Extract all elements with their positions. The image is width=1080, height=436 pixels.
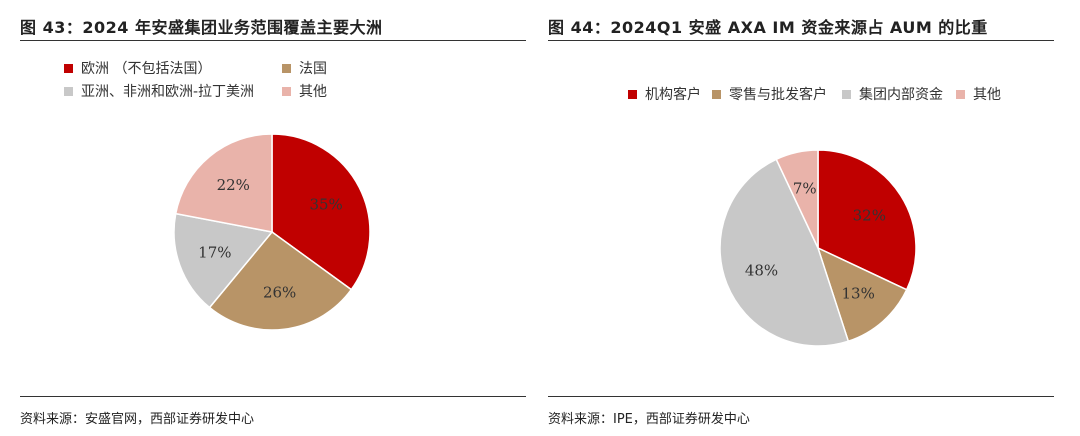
pie1-slice-0 xyxy=(817,149,917,291)
pie0-data-label-3: 22% xyxy=(217,176,250,194)
legend-swatch-institutional xyxy=(628,89,637,99)
legend-item-institutional: 机构客户 xyxy=(628,84,701,104)
legend-swatch-other-right xyxy=(956,89,965,99)
pie0-data-label-0: 35% xyxy=(309,195,342,213)
legend-swatch-europe xyxy=(64,63,73,73)
legend-item-retail: 零售与批发客户 xyxy=(712,84,827,104)
figure-44-bottom-rule xyxy=(548,396,1054,397)
legend-label-retail: 零售与批发客户 xyxy=(729,87,827,103)
figure-44-pie: 32% 13% 48% 7% xyxy=(719,149,917,347)
pie0-data-label-1: 26% xyxy=(263,283,296,301)
figure-44-panel: 图 44：2024Q1 安盛 AXA IM 资金来源占 AUM 的比重 机构客户… xyxy=(548,0,1054,436)
legend-item-other-right: 其他 xyxy=(956,84,1001,104)
pie1-slice-1 xyxy=(816,246,908,343)
figure-43-bottom-rule xyxy=(20,396,526,397)
figure-43-legend: 欧洲 （不包括法国） 法国 亚洲、非洲和欧洲-拉丁美洲 其他 xyxy=(20,0,526,100)
legend-item-asia-africa: 亚洲、非洲和欧洲-拉丁美洲 xyxy=(64,81,254,101)
legend-label-france: 法国 xyxy=(299,61,327,77)
pie1-data-label-2: 48% xyxy=(745,261,778,279)
legend-label-institutional: 机构客户 xyxy=(645,87,701,103)
figure-43-pie: 35% 26% 17% 22% xyxy=(173,133,371,331)
legend-item-europe: 欧洲 （不包括法国） xyxy=(64,58,211,78)
legend-swatch-group-internal xyxy=(842,89,851,99)
legend-label-other-left: 其他 xyxy=(299,84,327,100)
pie0-slice-1 xyxy=(208,230,353,331)
legend-item-france: 法国 xyxy=(282,58,327,78)
legend-swatch-asia-africa xyxy=(64,86,73,96)
legend-swatch-france xyxy=(282,63,291,73)
pie0-slice-2 xyxy=(173,212,274,309)
figure-43-source: 资料来源：安盛官网，西部证券研发中心 xyxy=(20,412,255,427)
pie0-data-label-2: 17% xyxy=(198,244,231,262)
pie1-data-label-1: 13% xyxy=(842,285,875,303)
figure-44-legend: 机构客户 零售与批发客户 集团内部资金 其他 xyxy=(548,0,1054,103)
pie0-slice-3 xyxy=(174,133,273,233)
legend-label-europe: 欧洲 （不包括法国） xyxy=(81,61,212,77)
pie1-slice-2 xyxy=(719,158,850,347)
legend-swatch-retail xyxy=(712,89,721,99)
legend-item-group-internal: 集团内部资金 xyxy=(842,84,943,104)
pie1-slice-3 xyxy=(775,149,819,249)
legend-swatch-other-left xyxy=(282,86,291,96)
legend-label-other-right: 其他 xyxy=(973,87,1001,103)
figure-44-top-rule xyxy=(548,40,1054,41)
figure-44-source: 资料来源：IPE，西部证券研发中心 xyxy=(548,412,750,427)
legend-label-group-internal: 集团内部资金 xyxy=(859,87,943,103)
pie1-data-label-3: 7% xyxy=(793,180,817,198)
figure-44-title: 图 44：2024Q1 安盛 AXA IM 资金来源占 AUM 的比重 xyxy=(548,18,988,37)
pie0-slice-0 xyxy=(271,133,371,291)
figure-43-panel: 图 43：2024 年安盛集团业务范围覆盖主要大洲 欧洲 （不包括法国） 法国 … xyxy=(20,0,526,436)
figure-43-title: 图 43：2024 年安盛集团业务范围覆盖主要大洲 xyxy=(20,18,383,37)
pie1-data-label-0: 32% xyxy=(853,206,886,224)
legend-item-other-left: 其他 xyxy=(282,81,327,101)
legend-label-asia-africa: 亚洲、非洲和欧洲-拉丁美洲 xyxy=(81,84,255,100)
figure-43-top-rule xyxy=(20,40,526,41)
